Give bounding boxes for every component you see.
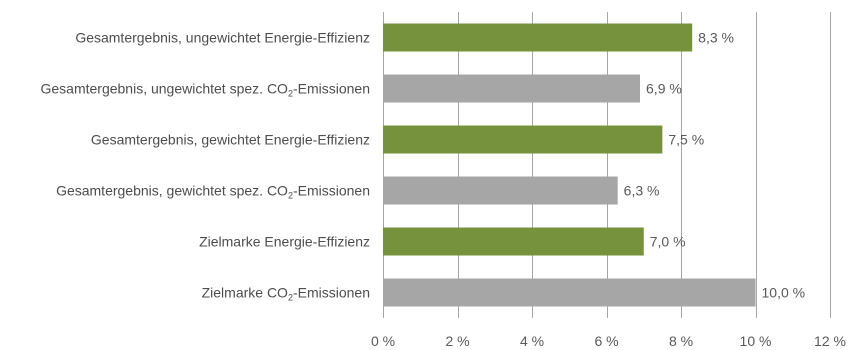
- value-label: 10,0 %: [762, 285, 806, 301]
- x-tick-label: 12 %: [814, 333, 846, 349]
- value-label: 6,9 %: [646, 81, 682, 97]
- x-tick-label: 8 %: [669, 333, 693, 349]
- value-label: 7,5 %: [668, 132, 704, 148]
- value-label: 7,0 %: [650, 234, 686, 250]
- bar: [383, 176, 618, 205]
- x-tick-label: 2 %: [445, 333, 469, 349]
- bar: [383, 74, 641, 103]
- category-label: Zielmarke CO2-Emissionen: [202, 285, 370, 303]
- category-label: Gesamtergebnis, gewichtet Energie-Effizi…: [91, 132, 370, 148]
- x-tick-label: 4 %: [520, 333, 544, 349]
- value-labels: 8,3 % 6,9 % 7,5 % 6,3 % 7,0 % 10,0 %: [624, 30, 805, 301]
- x-tick-label: 6 %: [594, 333, 618, 349]
- category-label: Zielmarke Energie-Effizienz: [199, 234, 370, 250]
- x-tick-label: 0 %: [371, 333, 395, 349]
- category-label: Gesamtergebnis, gewichtet spez. CO2-Emis…: [56, 183, 370, 201]
- bar: [383, 23, 693, 52]
- x-tick-labels: 0 % 2 % 4 % 6 % 8 % 10 % 12 %: [371, 333, 846, 349]
- value-label: 8,3 %: [698, 30, 734, 46]
- x-tick-label: 10 %: [740, 333, 772, 349]
- gridlines: [383, 12, 831, 318]
- category-label: Gesamtergebnis, ungewichtet Energie-Effi…: [75, 30, 370, 46]
- bar: [383, 278, 756, 307]
- value-label: 6,3 %: [624, 183, 660, 199]
- bar: [383, 227, 644, 256]
- category-labels: Gesamtergebnis, ungewichtet Energie-Effi…: [40, 30, 370, 303]
- category-label: Gesamtergebnis, ungewichtet spez. CO2-Em…: [40, 81, 370, 99]
- bar: [383, 125, 663, 154]
- bars: [383, 23, 756, 307]
